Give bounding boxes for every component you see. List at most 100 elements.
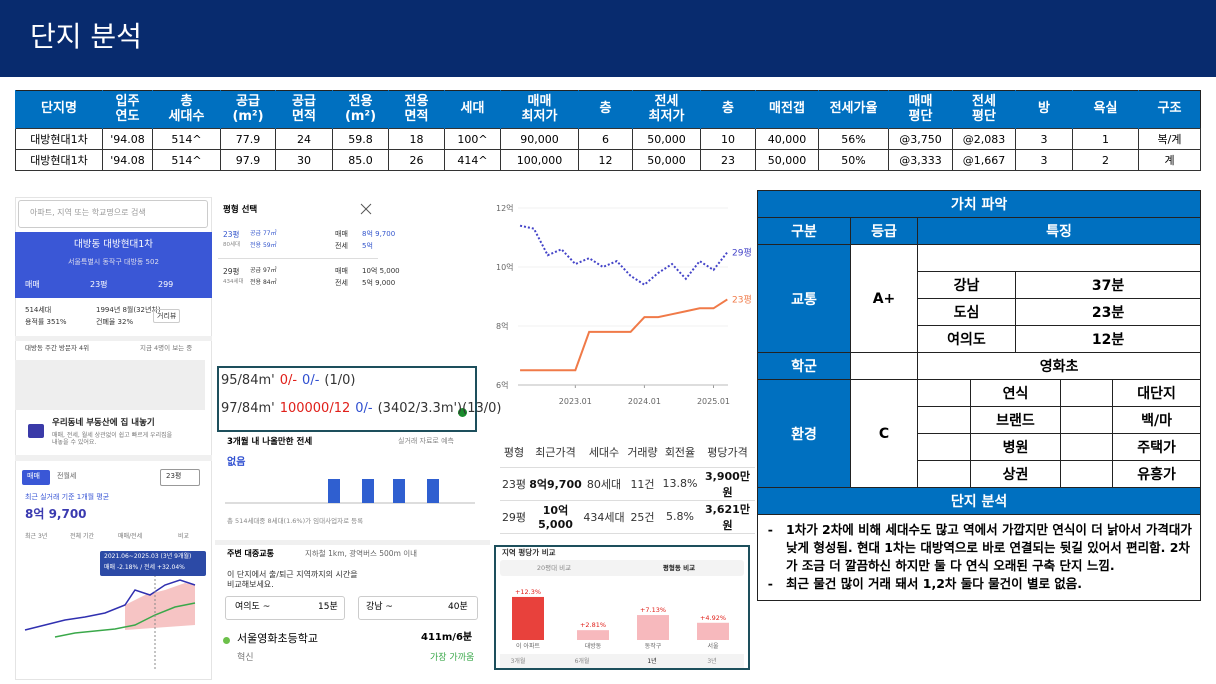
listing-part: 100000/12 [279, 401, 351, 416]
y-tick-label: 6억 [496, 380, 508, 390]
header-cell: 매전갭 [755, 90, 819, 129]
bullet: 최근 물건 많이 거래 돼서 1,2차 둘다 물건이 별로 없음. [786, 575, 1192, 593]
analysis-body: 1차가 2차에 비해 세대수도 많고 역에서 가깝지만 연식이 더 낡아서 가격… [756, 514, 1202, 601]
period-tab: 1년 [647, 657, 656, 665]
tooltip [100, 551, 206, 576]
bar [577, 630, 609, 640]
avg-caption: 최근 실거래 기준 1개월 평균 [25, 493, 110, 501]
option-exclusive: 전용 59㎡ [250, 242, 277, 249]
cell: 브랜드 [970, 406, 1061, 434]
sale-price: 10억 5,000 [362, 267, 400, 275]
period-tab: 매매/전세 [118, 533, 143, 540]
sale-line [24, 579, 196, 631]
cell: 434세대 [583, 500, 625, 534]
cell: C [850, 379, 918, 488]
header-cell: 최근가격 [528, 437, 583, 468]
cell: 등급 [850, 217, 918, 245]
region-box [494, 545, 750, 670]
transit-title: 주변 대중교통 [227, 549, 274, 558]
cell: @1,667 [952, 149, 1016, 171]
commute-place: 여의도 ~ [235, 602, 271, 612]
period-tab: 3년 [707, 657, 716, 665]
header-cell: 전세 평단 [952, 90, 1016, 129]
option-households: 80세대 [223, 242, 241, 248]
school-distance: 411m/6분 [421, 632, 473, 643]
cell [916, 244, 1202, 272]
row: 강남 37분 [758, 271, 1202, 299]
bar-value-label: +7.13% [640, 606, 666, 614]
bar-value-label: +4.92% [700, 614, 726, 622]
header-cell: 평형 [500, 437, 528, 468]
jeonse-price: 5억 [362, 242, 373, 250]
listing-part: 0/- [355, 401, 373, 416]
bar [637, 615, 669, 640]
commute-time: 40분 [448, 602, 468, 612]
tab-bar [500, 560, 744, 576]
header-row: 단지명 입주 연도 총 세대수 공급 (m²) 공급 면적 전용 (m²) 전용 면적 세대 매… [15, 90, 1201, 129]
size-panel [215, 197, 490, 680]
y-tick-label: 10억 [496, 262, 514, 272]
cell: 24 [275, 128, 333, 150]
app-blue-band [15, 232, 212, 298]
cell: 3,621만원 [700, 500, 755, 534]
cell: 11건 [625, 467, 660, 501]
summary-table: 단지명 입주 연도 총 세대수 공급 (m²) 공급 면적 전용 (m²) 전용 면적 세대 매… [15, 90, 1201, 171]
period-tab: 전체 기간 [70, 533, 94, 540]
cell: 23 [700, 149, 756, 171]
table-title: 가치 파악 [756, 190, 1202, 218]
header-cell: 평당가격 [700, 437, 755, 468]
cell: 514^ [152, 149, 221, 171]
bar [697, 622, 729, 640]
tooltip-change: 매매 -2.18% / 전세 +32.04% [104, 564, 185, 571]
banner-text: 매매, 전세, 월세 상관없이 쉽고 빠르게 우리집을 내놓을 수 있어요. [52, 432, 173, 447]
school-name: 서울영화초등학교 [237, 632, 318, 645]
cell: 계 [1138, 149, 1201, 171]
cell: 5.8% [660, 500, 700, 534]
cell: 여의도 [917, 325, 1016, 353]
x-tick-label: 2023.01 [559, 397, 592, 406]
sale-price: 8억 9,700 [362, 230, 396, 238]
cell: A+ [850, 244, 918, 353]
bullet-list: 1차가 2차에 비해 세대수도 많고 역에서 가깝지만 연식이 더 낡아서 가격… [758, 515, 1200, 600]
cell: 대단지 [1111, 379, 1202, 407]
listing-line: 97/84m' 100000/12 0/- (3402/3.3m')(13/0) [221, 401, 506, 417]
row: 대방현대1차 '94.08 514^ 77.9 24 59.8 18 100^ 90,000 6 5… [15, 128, 1201, 150]
transit-prompt: 이 단지에서 출/퇴근 지역까지의 시간을 비교해보세요. [227, 570, 358, 589]
cell: 50,000 [632, 128, 701, 150]
row: 학군 영화초 [757, 352, 1202, 380]
option-size: 29평 [223, 267, 240, 276]
header-cell: 전세 최저가 [632, 90, 701, 129]
deal-tab: 매매 [27, 472, 40, 480]
avg-price: 8억 9,700 [25, 507, 87, 521]
x-tick-label: 2024.01 [628, 397, 661, 406]
cell: 도심 [917, 298, 1016, 326]
close-icon[interactable] [360, 203, 372, 215]
school-type: 혁신 [237, 653, 254, 663]
viewers: 지금 4명이 보는 중 [140, 344, 193, 352]
cell: 414^ [444, 149, 501, 171]
panel-title: 평형 선택 [223, 205, 258, 215]
rent-tab: 전월세 [57, 472, 77, 480]
region-tab: 20평대 비교 [537, 563, 571, 572]
header-cell: 매매 최저가 [500, 90, 579, 129]
cell: 100,000 [500, 149, 579, 171]
commute-box[interactable] [358, 596, 478, 620]
bar [512, 596, 544, 640]
cell [1060, 379, 1113, 407]
cell: 2 [1072, 149, 1139, 171]
cell: 77.9 [220, 128, 276, 150]
cell: 37분 [1014, 271, 1202, 299]
cell: 90,000 [500, 128, 579, 150]
address: 서울특별시 동작구 대방동 502 [68, 258, 159, 266]
cell: 특징 [916, 217, 1202, 245]
commute-box[interactable] [225, 596, 345, 620]
title-row: 가치 파악 [756, 190, 1202, 218]
jeonse-price: 5억 9,000 [362, 279, 396, 287]
status-dot [458, 408, 467, 417]
cell: 85.0 [332, 149, 389, 171]
cell: 병원 [970, 433, 1061, 461]
listing-part: 97/84m' [221, 401, 275, 416]
jeonse-label: 전세 [335, 242, 348, 250]
forecast-bars [225, 479, 475, 504]
